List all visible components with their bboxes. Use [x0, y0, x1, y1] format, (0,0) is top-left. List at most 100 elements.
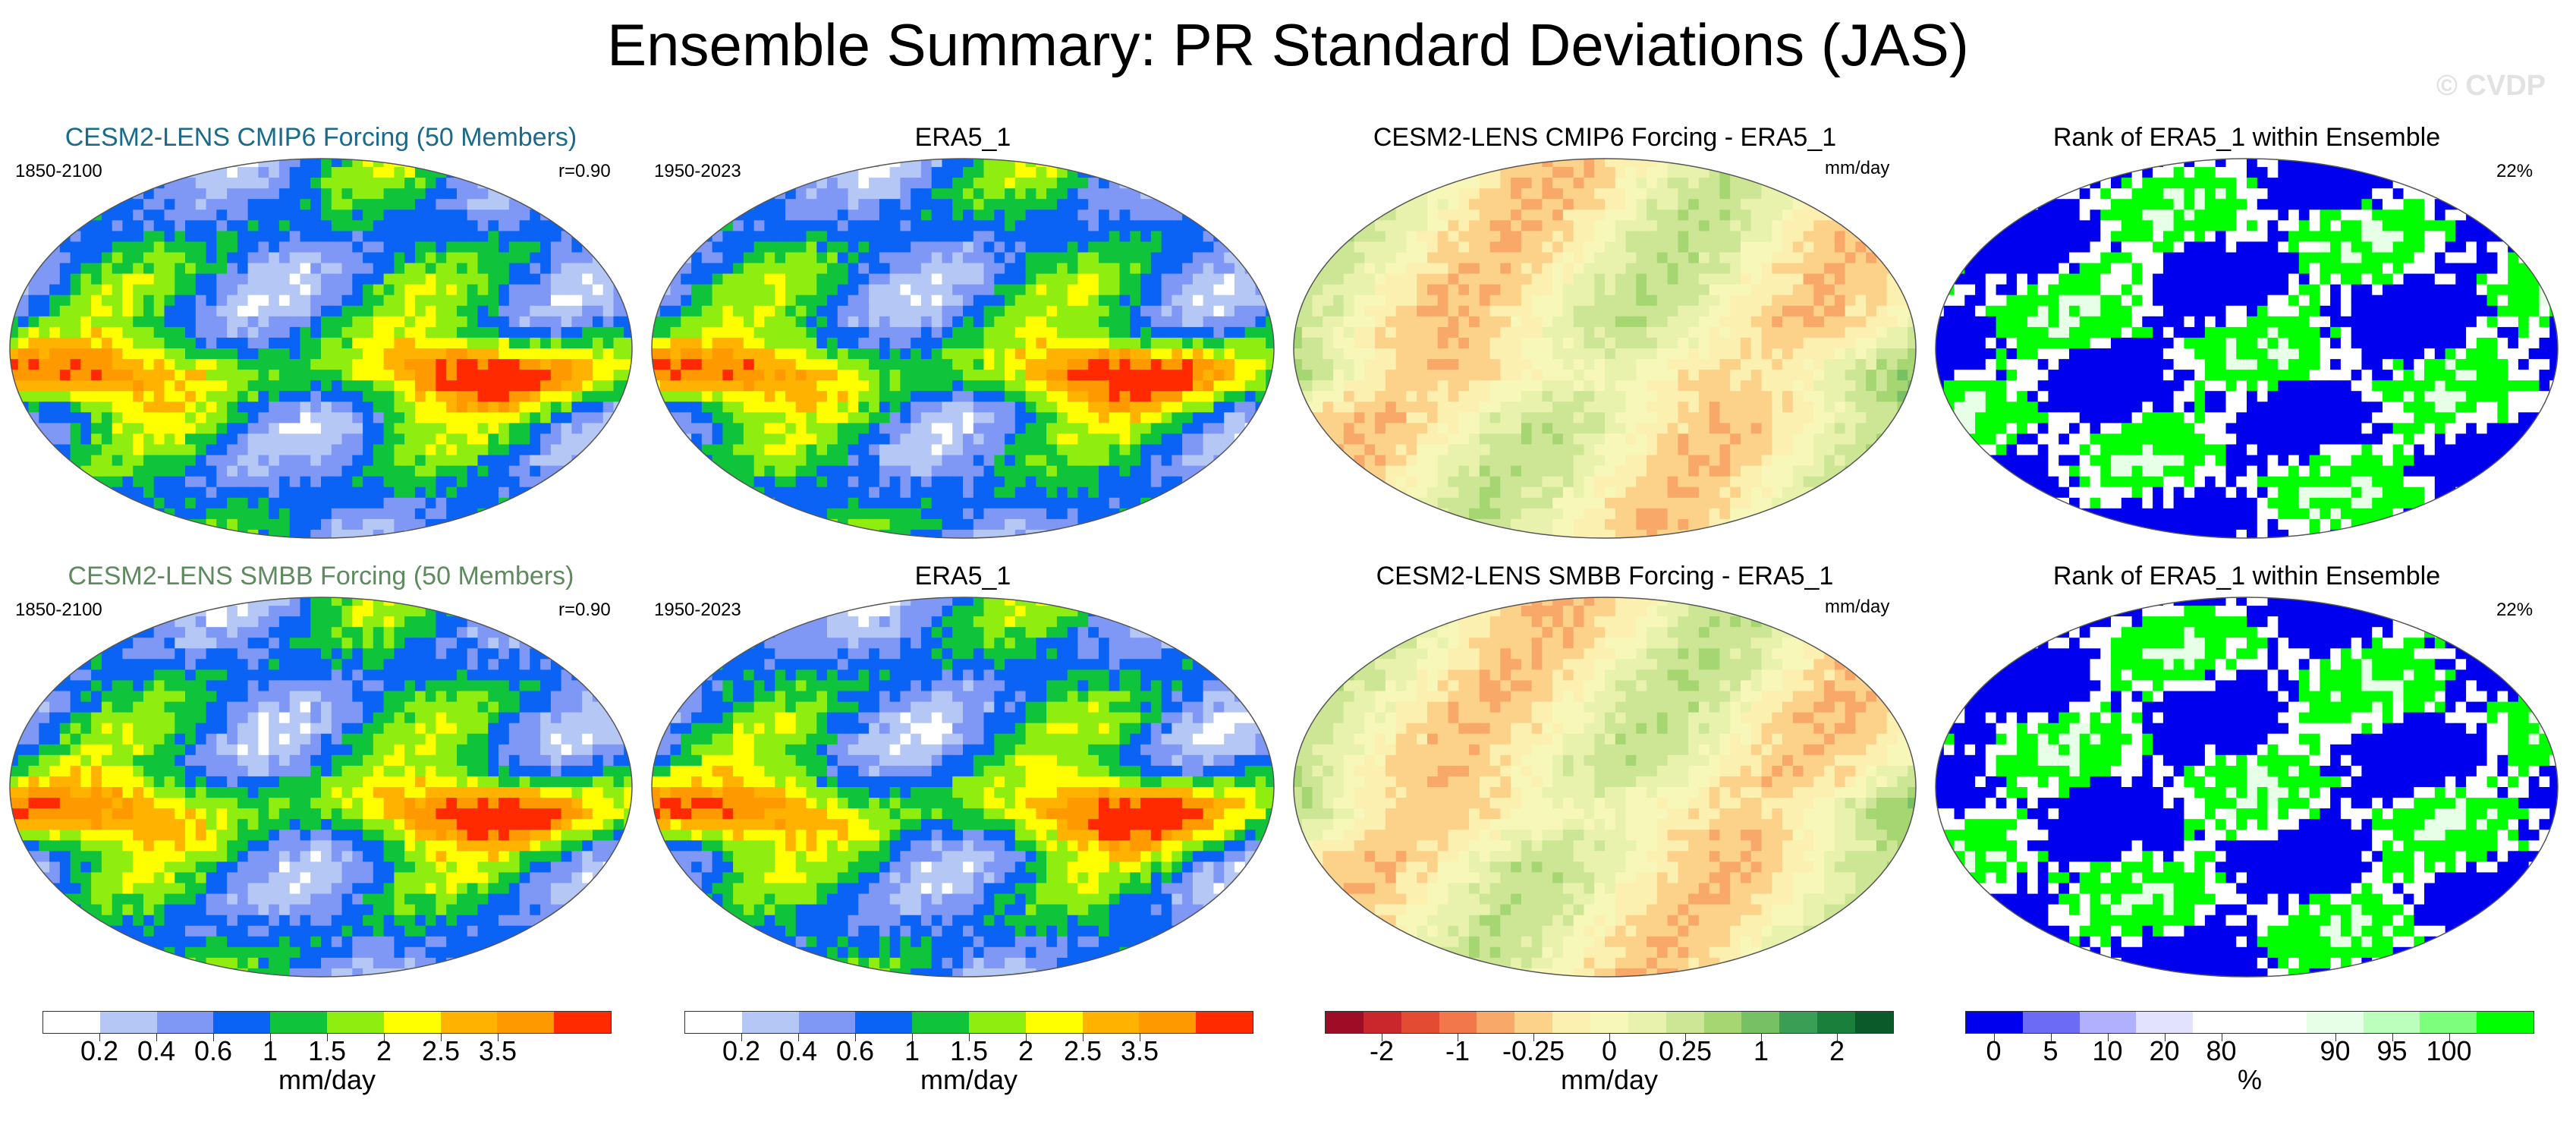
map-cell	[911, 529, 922, 538]
map-cell	[436, 380, 447, 392]
map-cell	[373, 401, 385, 413]
map-cell	[1395, 167, 1408, 178]
map-cell	[530, 391, 541, 402]
map-cell	[425, 167, 437, 178]
map-cell	[1172, 518, 1183, 531]
map-cell	[753, 444, 766, 456]
map-cell	[1772, 167, 1783, 178]
map-cell	[1552, 231, 1564, 243]
map-cell	[206, 316, 217, 328]
map-cell	[1813, 220, 1825, 231]
map-cell	[101, 380, 113, 392]
map-cell	[1067, 188, 1079, 200]
map-cell	[561, 178, 572, 189]
map-cell	[848, 305, 859, 317]
map-cell	[1224, 178, 1235, 189]
map-cell	[816, 391, 828, 402]
map-cell	[869, 433, 880, 446]
map-cell	[1594, 159, 1606, 168]
map-cell	[310, 380, 322, 392]
map-cell	[467, 326, 479, 339]
map-cell	[889, 337, 901, 349]
map-cell	[816, 305, 828, 317]
map-cell	[550, 188, 562, 200]
map-cell	[373, 412, 385, 424]
map-cell	[1323, 263, 1334, 275]
map-cell	[1719, 231, 1731, 243]
map-cell	[681, 199, 692, 210]
map-cell	[1130, 305, 1141, 317]
map-cell	[733, 199, 744, 210]
map-cell	[540, 178, 552, 189]
map-cell	[1025, 284, 1036, 296]
map-cell	[1698, 263, 1710, 275]
map-cell	[973, 252, 985, 264]
map-cell	[1354, 188, 1365, 200]
map-cell	[17, 273, 30, 285]
map-cell	[1119, 412, 1131, 424]
map-cell	[289, 518, 301, 531]
map-cell	[1161, 465, 1172, 477]
map-cell	[920, 178, 933, 189]
map-cell	[613, 178, 624, 189]
map-cell	[1897, 159, 1908, 168]
map-cell	[613, 433, 624, 446]
map-cell	[942, 273, 953, 285]
map-cell	[931, 487, 943, 499]
map-cell	[1395, 188, 1408, 200]
map-cell	[175, 423, 186, 435]
map-cell	[133, 529, 144, 538]
map-cell	[1255, 359, 1266, 370]
map-cell	[994, 412, 1005, 424]
map-cell	[1056, 241, 1068, 253]
map-cell	[143, 380, 155, 392]
map-cell	[404, 337, 416, 349]
map-cell	[1364, 231, 1376, 243]
map-cell	[49, 401, 61, 413]
map-cell	[1636, 209, 1647, 221]
map-cell	[952, 380, 964, 392]
map-cell	[80, 423, 92, 435]
map-cell	[931, 209, 943, 221]
map-cell	[1088, 391, 1099, 402]
map-cell	[1244, 465, 1257, 477]
map-cell	[681, 476, 692, 488]
map-cell	[1150, 359, 1162, 370]
map-cell	[59, 167, 71, 178]
map-cell	[352, 294, 363, 307]
map-cell	[1594, 167, 1606, 178]
map-cell	[1161, 401, 1172, 413]
map-cell	[1448, 159, 1459, 168]
map-cell	[931, 188, 943, 200]
map-cell	[1150, 348, 1162, 360]
map-cell	[764, 305, 775, 317]
map-cell	[467, 401, 479, 413]
map-cell	[1172, 273, 1183, 285]
map-cell	[1140, 284, 1152, 296]
map-cell	[1119, 370, 1131, 381]
map-cell	[1161, 444, 1172, 456]
map-cell	[300, 337, 311, 349]
map-cell	[1552, 252, 1564, 264]
map-cell	[363, 433, 374, 446]
map-cell	[80, 412, 92, 424]
map-cell	[133, 231, 144, 243]
map-cell	[289, 423, 301, 435]
map-cell	[508, 337, 521, 349]
map-cell	[879, 199, 891, 210]
map-cell	[247, 401, 259, 413]
map-cell	[911, 370, 922, 381]
map-cell	[652, 508, 661, 520]
map-cell	[477, 497, 489, 509]
map-cell	[164, 305, 175, 317]
map-cell	[900, 487, 911, 499]
map-cell	[743, 370, 755, 381]
map-cell	[942, 199, 953, 210]
map-cell	[1005, 220, 1016, 231]
map-cell	[1323, 178, 1334, 189]
map-cell	[425, 263, 437, 275]
map-cell	[1772, 159, 1783, 168]
map-cell	[101, 370, 113, 381]
map-cell	[848, 359, 859, 370]
map-cell	[550, 241, 562, 253]
